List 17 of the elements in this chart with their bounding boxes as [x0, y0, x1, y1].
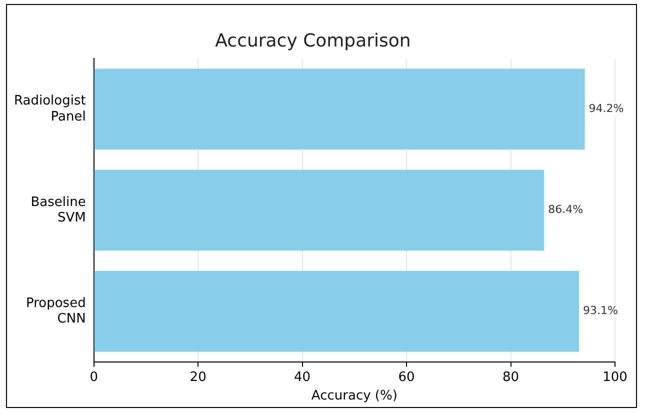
y-tick-label: Baseline SVM [30, 194, 86, 226]
y-tick-label: Proposed CNN [26, 296, 86, 326]
y-tick-label: Radiologist Panel [14, 94, 86, 124]
data-label: 93.1% [583, 304, 618, 318]
bar [94, 68, 585, 150]
data-label: 86.4% [548, 203, 584, 216]
bar [94, 270, 580, 352]
x-tick-label: 20 [190, 370, 206, 385]
x-tick-label: 80 [502, 370, 520, 385]
x-axis-title: Accuracy (%) [311, 388, 398, 404]
bar [94, 170, 544, 251]
x-tick-label: 0 [90, 370, 98, 385]
chart-title: Accuracy Comparison [215, 30, 411, 52]
x-tick-label: 40 [294, 370, 311, 385]
x-tick-label: 60 [398, 370, 415, 385]
data-label: 94.2% [588, 102, 624, 115]
x-tick-label: 100 [602, 370, 628, 385]
